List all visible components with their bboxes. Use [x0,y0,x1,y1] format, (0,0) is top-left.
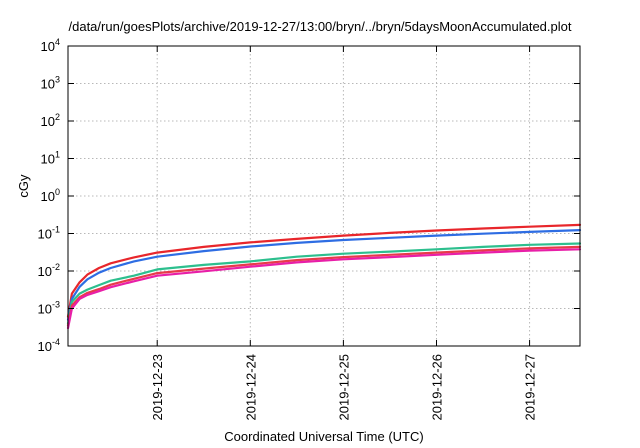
y-tick-label: 102 [41,112,60,129]
series-line-4 [66,245,582,327]
series-line-1 [66,223,582,318]
y-axis-label: cGy [16,174,31,198]
series-line-5 [66,248,582,330]
grid-lines [68,46,580,346]
x-tick-label: 2019-12-27 [523,354,538,421]
x-axis-label: Coordinated Universal Time (UTC) [224,429,424,444]
x-tick-label: 2019-12-24 [243,354,258,421]
series-lines [66,223,582,330]
chart-title: /data/run/goesPlots/archive/2019-12-27/1… [68,19,572,34]
y-tick-label: 10-3 [38,300,60,317]
series-line-3 [66,242,582,325]
x-tick-label: 2019-12-26 [429,354,444,421]
y-tick-label: 10-4 [38,337,60,354]
x-tick-label: 2019-12-23 [150,354,165,421]
y-tick-label: 104 [41,37,60,54]
y-tick-label: 10-2 [38,262,60,279]
axes: 10-4 10-3 10-2 10-1 100 101 102 103 104 2019-12-2… [38,37,581,421]
y-tick-label: 100 [41,187,60,204]
y-tick-label: 101 [41,150,60,167]
x-tick-label: 2019-12-25 [336,354,351,421]
series-line-2 [66,229,582,321]
y-tick-label: 103 [41,75,60,92]
plot-frame [67,45,581,347]
y-tick-label: 10-1 [38,225,60,242]
